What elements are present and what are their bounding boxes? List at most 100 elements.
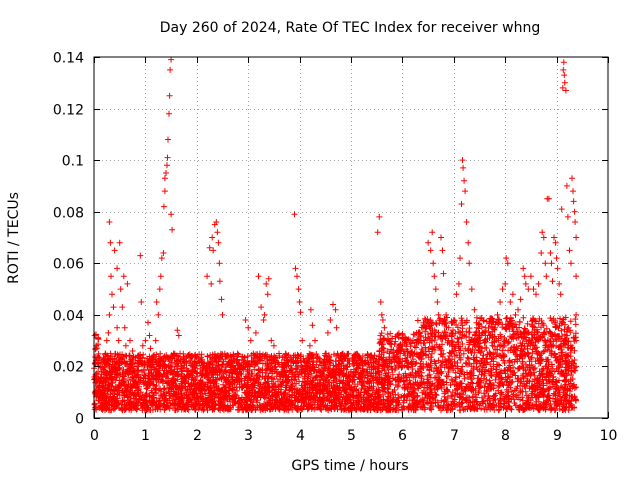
- data-point: [553, 255, 560, 262]
- y-tick-label: 0.08: [53, 206, 84, 222]
- data-point: [142, 337, 149, 344]
- data-point: [439, 247, 446, 254]
- data-point: [358, 373, 365, 380]
- data-point: [109, 291, 115, 298]
- data-point: [165, 136, 171, 143]
- data-point: [296, 299, 303, 305]
- y-tick-label: 0: [75, 412, 84, 428]
- data-point: [139, 342, 146, 349]
- data-point: [110, 304, 117, 311]
- data-point: [208, 280, 215, 287]
- data-point: [564, 213, 571, 220]
- data-point: [299, 337, 306, 344]
- data-point: [497, 299, 504, 305]
- x-axis-label: GPS time / hours: [291, 458, 408, 474]
- data-point: [560, 66, 567, 73]
- data-point: [288, 371, 295, 378]
- data-point: [168, 56, 175, 63]
- data-point: [420, 324, 426, 331]
- data-point: [404, 348, 411, 354]
- data-point: [348, 368, 354, 375]
- data-point: [494, 311, 501, 318]
- data-point: [114, 324, 121, 331]
- axis-ticks: 0 1 2 3 4 5 6 7 8 9 10 0 0.02 0.04 0.06 0.08 0.1 0.12 0.14: [53, 51, 618, 445]
- data-point: [379, 317, 386, 323]
- data-point: [158, 255, 165, 262]
- data-point: [229, 376, 236, 383]
- data-point: [342, 363, 349, 370]
- data-point: [147, 345, 154, 352]
- data-point: [96, 384, 103, 391]
- data-point: [562, 87, 569, 94]
- data-point: [222, 368, 229, 375]
- data-points: [93, 56, 580, 391]
- data-point: [106, 311, 113, 318]
- data-point: [455, 280, 462, 287]
- data-point: [115, 337, 122, 344]
- data-point: [106, 219, 113, 225]
- data-point: [545, 195, 552, 202]
- data-point: [252, 329, 259, 336]
- data-point: [570, 198, 577, 205]
- data-point: [188, 376, 195, 383]
- data-point: [105, 329, 112, 336]
- y-tick-label: 0.12: [53, 103, 84, 119]
- data-point: [551, 234, 557, 241]
- data-point: [134, 353, 141, 360]
- data-point: [466, 260, 473, 267]
- data-point: [373, 358, 380, 365]
- data-point: [429, 229, 436, 236]
- data-point: [322, 350, 329, 357]
- data-point: [569, 175, 575, 182]
- data-point: [573, 273, 580, 280]
- data-point: [306, 342, 313, 349]
- data-point: [458, 201, 465, 207]
- data-point: [561, 79, 568, 86]
- data-point: [324, 329, 331, 336]
- data-point: [443, 311, 450, 318]
- data-point: [384, 337, 390, 344]
- data-point: [509, 291, 516, 298]
- data-point: [129, 348, 136, 354]
- data-point: [156, 286, 163, 293]
- data-point: [461, 177, 468, 184]
- data-point: [559, 84, 566, 91]
- data-point: [440, 270, 447, 277]
- data-point: [204, 273, 211, 280]
- data-point: [573, 363, 580, 370]
- data-point: [414, 337, 421, 344]
- data-point: [101, 360, 108, 367]
- data-point: [425, 239, 432, 246]
- x-tick-label: 9: [553, 428, 562, 444]
- data-point: [363, 368, 370, 375]
- data-point: [297, 309, 304, 316]
- data-point: [268, 337, 275, 344]
- data-point: [107, 239, 114, 246]
- data-point: [108, 273, 114, 280]
- data-point: [540, 234, 547, 241]
- data-point: [224, 378, 231, 385]
- data-point: [245, 324, 252, 331]
- data-point: [193, 373, 200, 380]
- grid-lines: [94, 57, 608, 418]
- data-point: [337, 353, 344, 360]
- data-point: [502, 280, 509, 287]
- data-point: [504, 260, 511, 267]
- data-point: [473, 324, 480, 331]
- data-point: [219, 311, 226, 318]
- x-tick-label: 4: [296, 428, 305, 444]
- dense-band-markers: [91, 314, 579, 414]
- x-tick-label: 0: [90, 428, 99, 444]
- data-point: [332, 306, 339, 313]
- data-point: [264, 291, 271, 298]
- data-point: [206, 244, 213, 251]
- data-point: [381, 324, 388, 331]
- data-point: [450, 317, 457, 323]
- data-point: [295, 286, 302, 293]
- data-point: [247, 337, 254, 344]
- data-point: [368, 363, 375, 370]
- data-point: [111, 247, 118, 254]
- data-point: [445, 324, 452, 331]
- data-point: [386, 350, 393, 357]
- data-point: [164, 162, 170, 169]
